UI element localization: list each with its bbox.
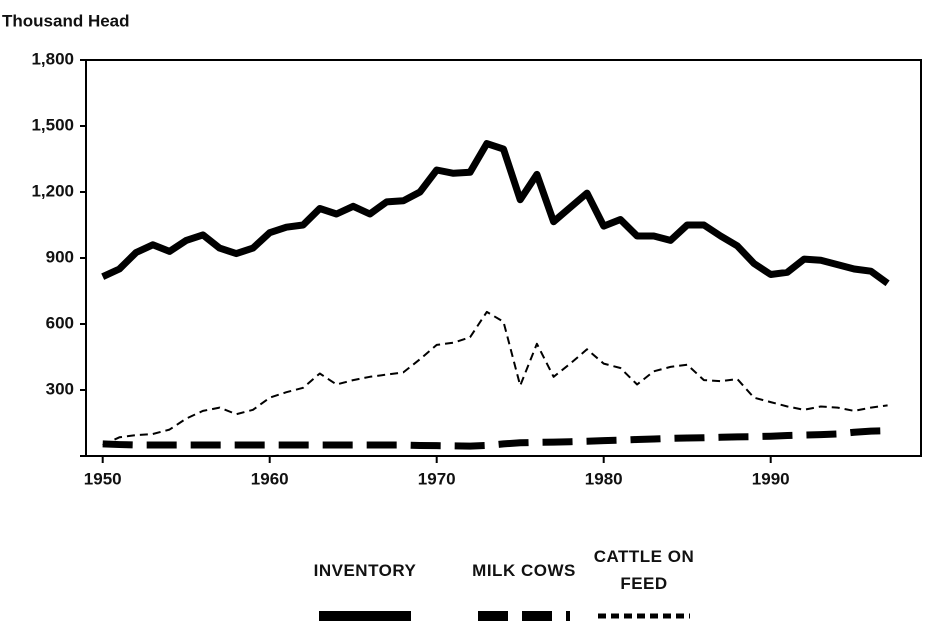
x-tick-label: 1960 xyxy=(251,469,289,488)
plot-frame xyxy=(85,59,922,457)
x-tick-label: 1980 xyxy=(585,469,623,488)
y-tick-label: 600 xyxy=(46,313,74,332)
series-line xyxy=(101,140,890,287)
x-tick-label: 1950 xyxy=(84,469,122,488)
y-tick-label: 1,800 xyxy=(31,49,74,68)
y-tick-label: 300 xyxy=(46,379,74,398)
y-tick-label: 1,500 xyxy=(31,115,74,134)
legend-label: CATTLE ON FEED xyxy=(593,547,695,593)
x-tick-label: 1990 xyxy=(752,469,790,488)
y-axis-label: Thousand Head xyxy=(2,11,130,30)
series-line xyxy=(102,427,888,450)
legend-label: INVENTORY xyxy=(313,561,417,580)
x-tick-label: 1970 xyxy=(418,469,456,488)
legend-label: MILK COWS xyxy=(472,561,576,580)
series-line xyxy=(102,310,888,446)
y-tick-label: 1,200 xyxy=(31,181,74,200)
y-tick-label: 900 xyxy=(46,247,74,266)
